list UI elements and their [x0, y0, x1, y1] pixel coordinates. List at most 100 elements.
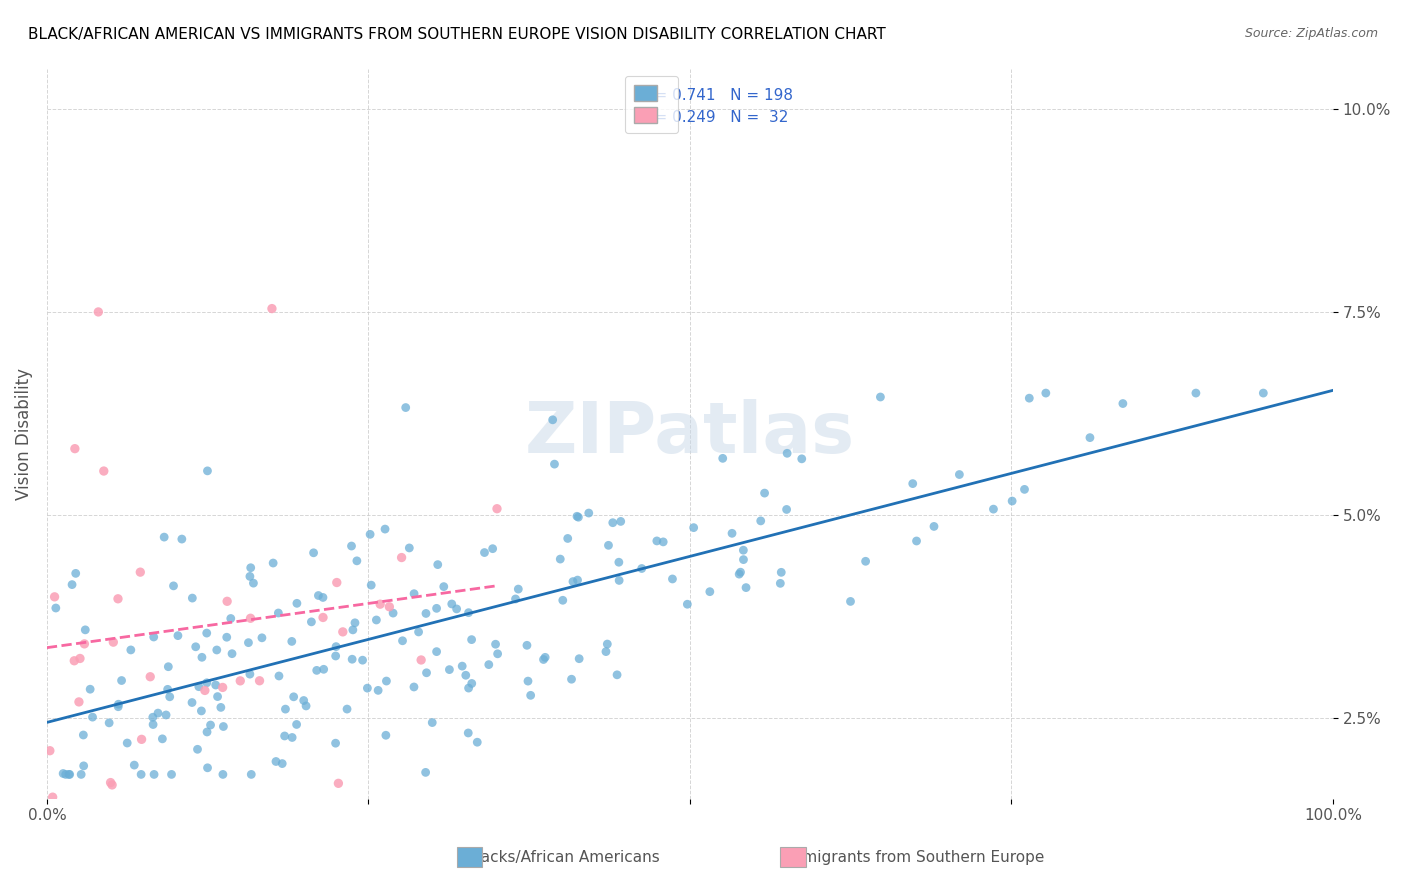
Point [433, 580, 456, 594]
Point [195, 675, 218, 690]
Point [264, 755, 287, 769]
Point [375, 674, 398, 689]
Point [60, 577, 83, 591]
Point [454, 668, 477, 682]
Point [1018, 391, 1040, 405]
Point [274, 702, 297, 716]
Point [38, 744, 60, 758]
Point [901, 476, 924, 491]
Point [340, 539, 363, 553]
Point [340, 652, 363, 666]
Point [676, 597, 699, 611]
Legend: , : , [624, 76, 678, 133]
Point [107, 699, 129, 714]
Point [82, 710, 104, 724]
Point [325, 648, 347, 663]
Point [367, 683, 389, 698]
Point [733, 552, 755, 566]
Point [249, 673, 271, 688]
Point [101, 778, 124, 792]
Point [474, 545, 496, 559]
Point [395, 401, 418, 415]
Point [645, 533, 668, 548]
Point [260, 301, 283, 316]
Point [332, 624, 354, 639]
Text: Blacks/African Americans: Blacks/African Americans [465, 850, 659, 865]
Point [411, 653, 433, 667]
Point [426, 558, 449, 572]
Point [72, 728, 94, 742]
Point [602, 516, 624, 530]
Point [194, 683, 217, 698]
Point [215, 630, 238, 644]
Point [285, 717, 308, 731]
Point [157, 659, 180, 673]
Point [187, 680, 209, 694]
Point [41, 790, 63, 805]
Point [1112, 396, 1135, 410]
Point [167, 629, 190, 643]
Point [598, 538, 620, 552]
Point [59, 767, 82, 781]
Point [212, 767, 235, 781]
Point [155, 708, 177, 723]
Point [595, 644, 617, 658]
Point [239, 667, 262, 681]
Point [142, 710, 165, 724]
Point [374, 522, 396, 536]
Point [607, 574, 630, 588]
Point [551, 593, 574, 607]
Point [156, 682, 179, 697]
Point [749, 514, 772, 528]
Point [98, 715, 121, 730]
Point [299, 615, 322, 629]
Point [181, 696, 204, 710]
Point [124, 758, 146, 772]
Point [682, 521, 704, 535]
Point [295, 698, 318, 713]
Point [239, 569, 262, 583]
Point [567, 510, 589, 524]
Point [359, 527, 381, 541]
Point [142, 630, 165, 644]
Point [728, 567, 751, 582]
Point [541, 413, 564, 427]
Point [87, 305, 110, 319]
Y-axis label: Vision Disability: Vision Disability [15, 368, 32, 500]
Point [181, 591, 204, 605]
Point [93, 464, 115, 478]
Point [197, 761, 219, 775]
Point [207, 690, 229, 704]
Point [533, 652, 555, 666]
Point [754, 486, 776, 500]
Point [652, 534, 675, 549]
Point [70, 767, 93, 781]
Point [195, 725, 218, 739]
Point [139, 670, 162, 684]
Point [398, 541, 420, 555]
Point [221, 647, 243, 661]
Point [478, 657, 501, 672]
Point [312, 662, 335, 676]
Point [505, 591, 527, 606]
Point [374, 728, 396, 742]
Point [204, 678, 226, 692]
Point [239, 611, 262, 625]
Point [368, 597, 391, 611]
Point [905, 533, 928, 548]
Point [426, 601, 449, 615]
Point [486, 647, 509, 661]
Point [404, 587, 426, 601]
Point [162, 579, 184, 593]
Text: R = 0.249   N =  32: R = 0.249 N = 32 [638, 110, 789, 125]
Point [146, 706, 169, 720]
Point [565, 509, 588, 524]
Point [262, 556, 284, 570]
Point [326, 575, 349, 590]
Point [711, 451, 734, 466]
Point [186, 742, 208, 756]
Point [283, 690, 305, 704]
Point [115, 736, 138, 750]
Point [250, 631, 273, 645]
Point [596, 637, 619, 651]
